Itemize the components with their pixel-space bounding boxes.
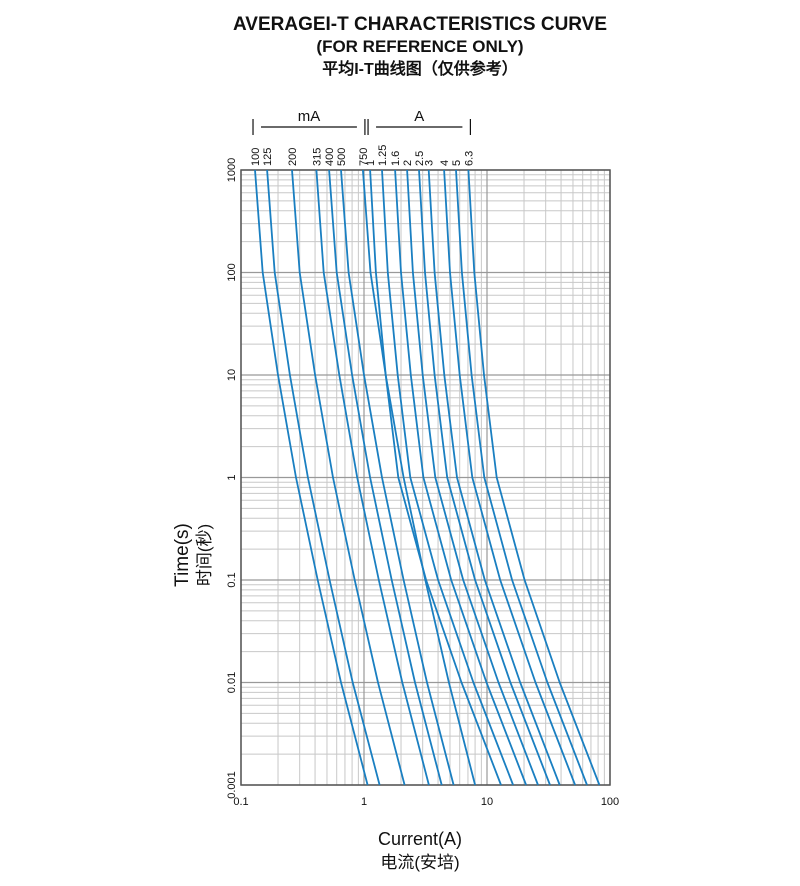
- curve: [369, 169, 502, 786]
- x-tick-label: 100: [601, 796, 619, 808]
- series-label: 500: [336, 148, 348, 166]
- series-label: 1.6: [390, 151, 402, 166]
- curve: [427, 169, 561, 786]
- series-label: 1: [365, 160, 377, 166]
- curve: [455, 169, 588, 786]
- y-tick-label: 0.001: [226, 771, 238, 799]
- curve: [340, 169, 455, 786]
- series-label: 2.5: [414, 151, 426, 166]
- curve: [328, 169, 443, 786]
- curve: [418, 169, 551, 786]
- plot-frame: [240, 169, 611, 786]
- series-label: 125: [262, 148, 274, 166]
- curve: [467, 169, 601, 786]
- y-tick-label: 0.01: [226, 672, 238, 693]
- curve: [291, 169, 406, 786]
- y-tick-label: 1: [226, 474, 238, 480]
- series-label: 1.25: [377, 145, 389, 166]
- x-axis-label-cn: 电流(安培): [380, 853, 459, 872]
- curve: [443, 169, 576, 786]
- series-label: 315: [311, 148, 323, 166]
- x-axis-label: Current(A): [378, 829, 462, 849]
- unit-label: mA: [298, 108, 321, 125]
- curve: [266, 169, 381, 786]
- chart-title: AVERAGEI-T CHARACTERISTICS CURVE: [233, 14, 607, 35]
- curve: [254, 169, 369, 786]
- unit-label: A: [414, 108, 424, 125]
- series-label: 6.3: [463, 151, 475, 166]
- y-axis-label-cn: 时间(秒): [195, 524, 214, 586]
- series-label: 2: [402, 160, 414, 166]
- series-label: 100: [250, 148, 262, 166]
- series-label: 4: [439, 160, 451, 166]
- series-label: 5: [451, 160, 463, 166]
- y-tick-label: 0.1: [226, 572, 238, 587]
- chart-subtitle: (FOR REFERENCE ONLY): [316, 37, 523, 56]
- curve: [381, 169, 514, 786]
- y-axis-label: Time(s): [172, 523, 193, 587]
- x-tick-label: 10: [481, 796, 493, 808]
- curve: [394, 169, 527, 786]
- curve: [315, 169, 430, 786]
- series-label: 3: [424, 160, 436, 166]
- series-label: 200: [287, 148, 299, 166]
- chart-subtitle-cn: 平均I-T曲线图（仅供参考）: [322, 59, 518, 78]
- y-tick-label: 1000: [226, 158, 238, 182]
- curve: [362, 169, 476, 786]
- series-label: 400: [324, 148, 336, 166]
- x-tick-label: 1: [361, 796, 367, 808]
- y-tick-label: 10: [226, 369, 238, 381]
- y-tick-label: 100: [226, 263, 238, 281]
- curve: [406, 169, 539, 786]
- series-label: 750: [358, 148, 370, 166]
- x-tick-label: 0.1: [233, 796, 248, 808]
